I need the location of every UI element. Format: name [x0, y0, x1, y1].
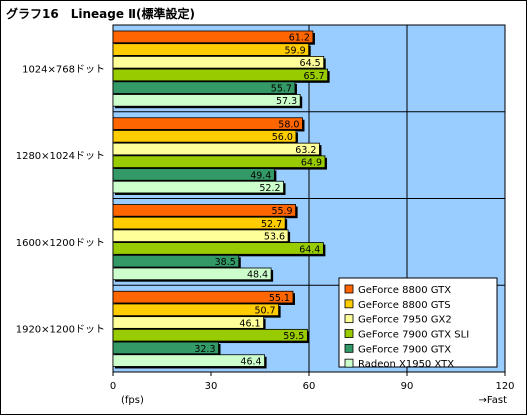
bar-value-label: 61.2: [289, 33, 310, 44]
x-tick-label: 60: [303, 381, 316, 392]
bar-value-label: 64.5: [300, 58, 321, 69]
bar: [112, 328, 308, 342]
bar-value-label: 59.9: [285, 45, 306, 56]
bar-value-label: 57.3: [276, 96, 297, 107]
bar: [112, 142, 320, 156]
legend-label: Radeon X1950 XTX: [358, 359, 454, 370]
bar-value-label: 48.4: [247, 270, 268, 281]
bar: [112, 216, 286, 230]
bar: [112, 30, 314, 44]
bar: [112, 229, 289, 242]
bar-value-label: 58.0: [278, 119, 299, 130]
legend-box: [338, 277, 498, 368]
bar: [112, 81, 296, 94]
legend-swatch: [344, 343, 354, 353]
category-label: 1920×1200ドット: [16, 325, 105, 336]
x-tick-label: 90: [401, 381, 414, 392]
bar-value-label: 65.7: [303, 71, 324, 82]
bar-value-label: 64.9: [301, 158, 322, 169]
bar-value-label: 64.4: [299, 244, 320, 255]
bar: [112, 117, 303, 130]
x-axis-label: (fps): [121, 395, 144, 406]
fast-direction-label: →Fast: [479, 395, 508, 406]
bar-value-label: 55.1: [269, 293, 290, 304]
bar: [112, 94, 301, 107]
x-tick-label: 0: [110, 381, 116, 392]
bar: [112, 354, 265, 367]
bar: [112, 168, 275, 181]
bar-value-label: 32.3: [194, 344, 215, 355]
category-label: 1600×1200ドット: [16, 238, 105, 249]
legend-label: GeForce 8800 GTX: [358, 285, 451, 296]
bar-value-label: 38.5: [215, 257, 236, 268]
legend-swatch: [344, 284, 354, 294]
legend-label: GeForce 7900 GTX SLI: [358, 330, 469, 341]
category-label: 1280×1024ドット: [16, 151, 105, 162]
legend-label: GeForce 8800 GTS: [358, 300, 451, 311]
bar-value-label: 46.4: [240, 356, 261, 367]
bar-value-label: 59.5: [283, 331, 304, 342]
bar: [112, 341, 219, 355]
legend-swatch: [344, 314, 354, 324]
x-tick-label: 120: [495, 381, 514, 392]
bar-value-label: 52.7: [261, 219, 282, 230]
bar-value-label: 49.4: [250, 170, 271, 181]
bar: [112, 254, 240, 268]
bar-value-label: 55.9: [271, 206, 292, 217]
category-label: 1024×768ドット: [22, 64, 105, 75]
bar: [112, 303, 280, 317]
chart-title: グラフ16 Lineage Ⅱ(標準設定): [6, 7, 196, 21]
legend-swatch: [344, 329, 354, 338]
bar: [112, 242, 324, 255]
bar-value-label: 53.6: [264, 232, 285, 243]
legend-label: GeForce 7950 GX2: [358, 315, 452, 326]
bar: [112, 68, 329, 82]
bar-value-label: 52.2: [259, 183, 280, 194]
bar: [112, 43, 310, 56]
bar-value-label: 63.2: [295, 145, 316, 156]
legend-label: GeForce 7900 GTX: [358, 344, 451, 355]
bar-value-label: 50.7: [254, 306, 275, 317]
bar: [112, 180, 284, 194]
bar: [112, 290, 294, 304]
bar-value-label: 56.0: [272, 132, 293, 143]
bar: [112, 267, 272, 281]
bar: [112, 130, 297, 143]
bar-value-label: 46.1: [239, 318, 260, 329]
legend-swatch: [344, 358, 354, 368]
bar-value-label: 55.7: [271, 84, 292, 95]
bar: [112, 56, 325, 69]
legend-swatch: [344, 299, 354, 309]
bar: [112, 316, 264, 329]
bar: [112, 204, 297, 217]
x-tick-label: 30: [205, 381, 218, 392]
bar: [112, 155, 326, 168]
